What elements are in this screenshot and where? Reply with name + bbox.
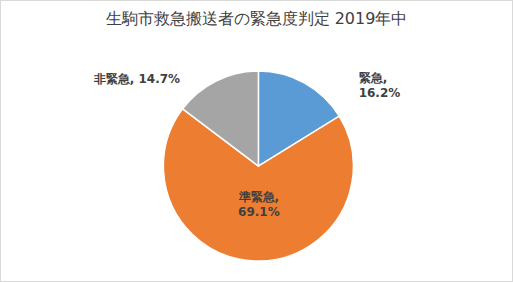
html-text:生駒市救急搬送者の緊急度判定 2019年中: 生駒市救急搬送者の緊急度判定 2019年中 xyxy=(105,9,408,28)
svg-text:非緊急, 14.7%: 非緊急, 14.7% xyxy=(93,72,180,86)
svg-text:緊急,16.2%: 緊急,16.2% xyxy=(359,71,401,100)
svg-text:準緊急,69.1%: 準緊急,69.1% xyxy=(238,190,280,219)
